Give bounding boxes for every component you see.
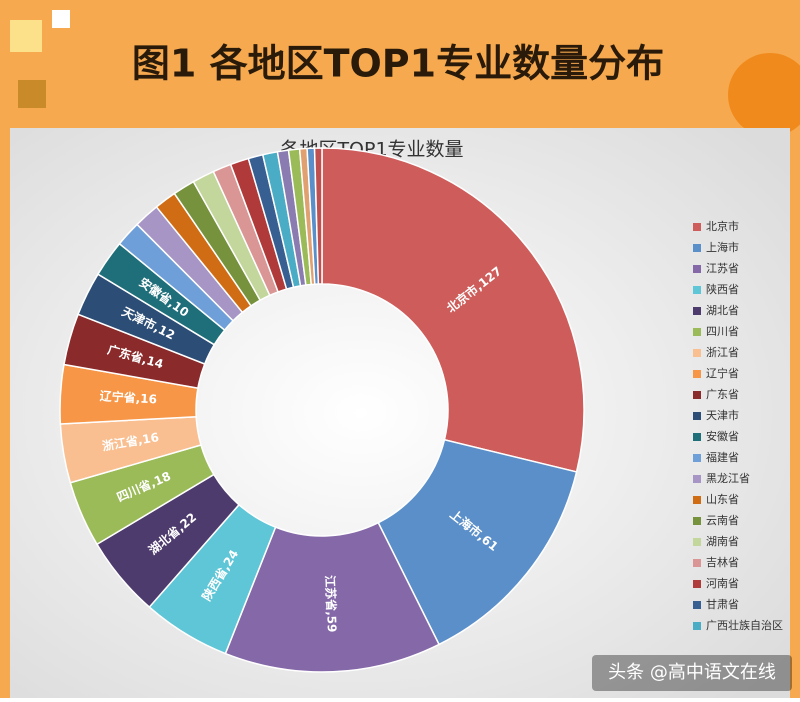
data-label: 江苏省,59: [323, 575, 340, 633]
legend-label: 江苏省: [706, 262, 739, 275]
donut-slice: [313, 147, 323, 285]
legend-label: 上海市: [706, 240, 739, 254]
deco-square: [52, 10, 70, 28]
legend-swatch: [693, 559, 701, 567]
deco-square: [10, 20, 42, 52]
legend-swatch: [693, 286, 701, 294]
legend-label: 安徽省: [706, 429, 739, 443]
legend-swatch: [693, 475, 701, 483]
donut-slice: [224, 521, 441, 673]
banner-title: 图1 各地区TOP1专业数量分布: [132, 42, 664, 86]
legend-swatch: [693, 265, 701, 273]
legend-swatch: [693, 601, 701, 609]
legend-swatch: [693, 307, 701, 315]
data-label: 辽宁省,16: [99, 388, 157, 406]
legend-swatch: [693, 370, 701, 378]
legend-label: 甘肃省: [706, 598, 739, 611]
legend-label: 山东省: [706, 493, 739, 506]
deco-orange: [728, 53, 800, 137]
legend-swatch: [693, 496, 701, 504]
legend-label: 湖北省: [706, 304, 739, 317]
legend-swatch: [693, 538, 701, 546]
legend-label: 湖南省: [706, 535, 739, 548]
legend-label: 四川省: [706, 325, 739, 338]
donut-slice: [377, 438, 578, 646]
legend-label: 北京市: [706, 219, 739, 233]
legend-label: 吉林省: [706, 555, 739, 569]
legend-label: 陕西省: [706, 282, 739, 296]
deco-square: [18, 80, 46, 108]
legend-label: 云南省: [706, 514, 739, 527]
legend-swatch: [693, 433, 701, 441]
legend-swatch: [693, 412, 701, 420]
legend-swatch: [693, 349, 701, 357]
watermark: 头条 @高中语文在线: [608, 662, 776, 683]
legend-label: 辽宁省: [706, 366, 739, 380]
legend-label: 浙江省: [706, 346, 739, 359]
legend-label: 黑龙江省: [706, 472, 750, 485]
legend-swatch: [693, 622, 701, 630]
legend-swatch: [693, 328, 701, 336]
legend-label: 河南省: [706, 577, 739, 590]
legend-swatch: [693, 454, 701, 462]
legend-swatch: [693, 223, 701, 231]
legend-label: 福建省: [706, 450, 739, 464]
legend-swatch: [693, 244, 701, 252]
legend-swatch: [693, 391, 701, 399]
legend-label: 广东省: [706, 388, 739, 401]
legend-label: 广西壮族自治区: [706, 618, 783, 632]
legend-swatch: [693, 517, 701, 525]
donut-slice: [321, 147, 585, 473]
legend-swatch: [693, 580, 701, 588]
legend-label: 天津市: [706, 408, 739, 422]
watermark-bg: [592, 655, 792, 691]
